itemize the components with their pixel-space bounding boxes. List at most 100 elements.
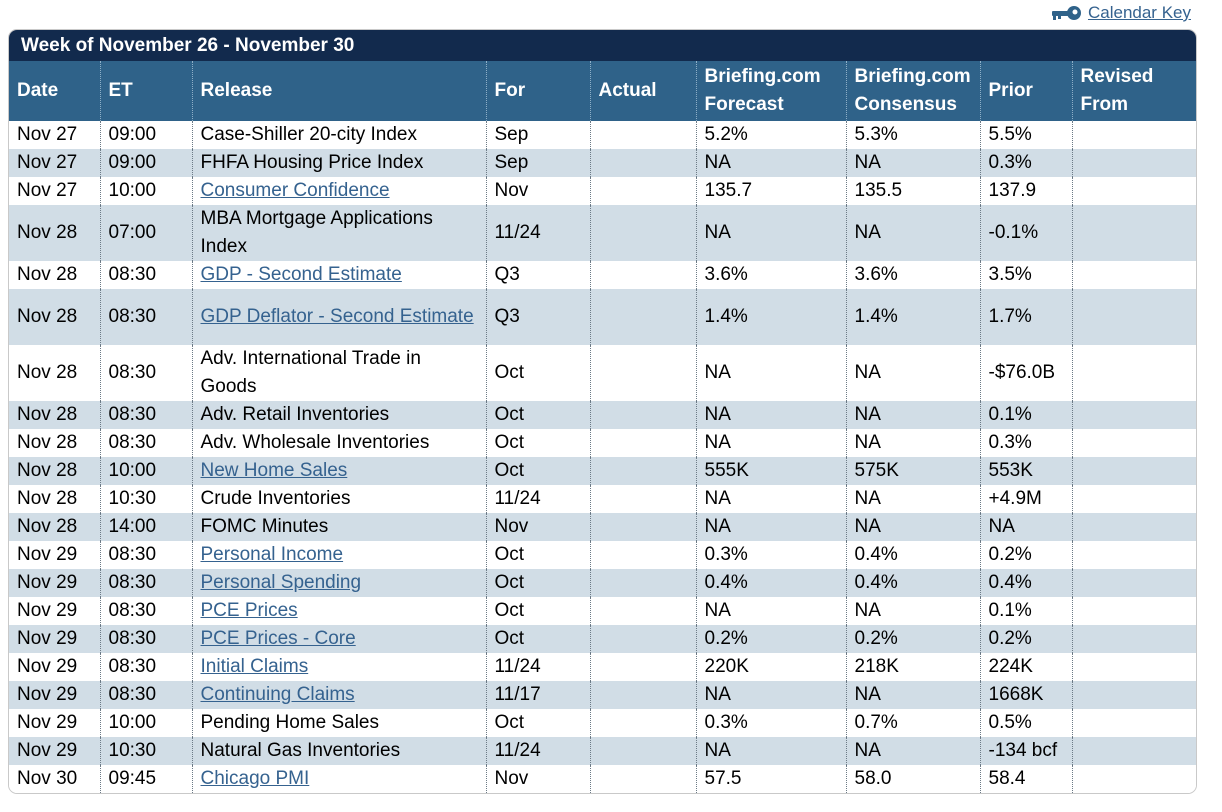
cell-consensus: NA (845, 485, 980, 513)
table-row: Nov 29 10:30 Natural Gas Inventories 11/24 N… (9, 737, 1196, 765)
cell-period: Oct (485, 457, 590, 485)
cell-time: 10:30 (99, 485, 192, 513)
cell-consensus: 575K (845, 457, 980, 485)
cell-revised-from (1071, 261, 1196, 289)
cell-prior: 137.9 (979, 177, 1072, 205)
cell-forecast: NA (695, 149, 846, 177)
cell-forecast: NA (695, 401, 846, 429)
cell-release: Personal Income (191, 541, 486, 569)
cell-period: Oct (485, 597, 590, 625)
calendar-key-link[interactable]: Calendar Key (1087, 3, 1191, 22)
table-row: Nov 27 09:00 FHFA Housing Price Index Sep NA… (9, 149, 1196, 177)
cell-date: Nov 29 (9, 709, 100, 737)
calendar-key-area: Calendar Key (1050, 0, 1191, 26)
release-link[interactable]: Chicago PMI (200, 768, 310, 789)
cell-actual (589, 765, 696, 793)
cell-actual (589, 177, 696, 205)
table-row: Nov 29 10:00 Pending Home Sales Oct 0.3% 0.7%… (9, 709, 1196, 737)
cell-consensus: 0.7% (845, 709, 980, 737)
cell-date: Nov 28 (9, 345, 100, 401)
column-header-forecast[interactable]: Briefing.com Forecast (695, 61, 846, 121)
cell-actual (589, 401, 696, 429)
cell-revised-from (1071, 541, 1196, 569)
cell-date: Nov 27 (9, 149, 100, 177)
cell-period: Oct (485, 625, 590, 653)
cell-prior: 0.2% (979, 625, 1072, 653)
column-header-prior[interactable]: Prior (979, 61, 1072, 121)
release-link[interactable]: Initial Claims (200, 656, 309, 677)
table-row: Nov 28 08:30 GDP Deflator - Second Estimat… (9, 289, 1196, 345)
release-link[interactable]: Personal Income (200, 544, 344, 565)
cell-time: 09:00 (99, 149, 192, 177)
table-header-row: Date ET Release For Actual Briefing.com … (9, 61, 1196, 121)
cell-prior: NA (979, 513, 1072, 541)
cell-date: Nov 28 (9, 289, 100, 345)
column-header-for[interactable]: For (485, 61, 590, 121)
cell-period: Oct (485, 541, 590, 569)
cell-revised-from (1071, 401, 1196, 429)
cell-time: 09:45 (99, 765, 192, 793)
cell-release: Initial Claims (191, 653, 486, 681)
release-link[interactable]: New Home Sales (200, 460, 348, 481)
cell-time: 08:30 (99, 261, 192, 289)
cell-prior: 3.5% (979, 261, 1072, 289)
table-row: Nov 28 08:30 GDP - Second Estimate Q3 3.6% 3.… (9, 261, 1196, 289)
release-link[interactable]: PCE Prices (200, 600, 298, 621)
column-header-consensus[interactable]: Briefing.com Consensus (845, 61, 980, 121)
cell-forecast: 220K (695, 653, 846, 681)
cell-actual (589, 597, 696, 625)
cell-release: Adv. Retail Inventories (191, 401, 486, 429)
release-link[interactable]: PCE Prices - Core (200, 628, 356, 649)
cell-forecast: 555K (695, 457, 846, 485)
cell-release: Consumer Confidence (191, 177, 486, 205)
cell-forecast: NA (695, 205, 846, 261)
column-header-et[interactable]: ET (99, 61, 192, 121)
cell-time: 08:30 (99, 653, 192, 681)
cell-time: 08:30 (99, 289, 192, 345)
cell-revised-from (1071, 205, 1196, 261)
release-link[interactable]: Consumer Confidence (200, 180, 390, 201)
column-header-release[interactable]: Release (191, 61, 486, 121)
cell-time: 08:30 (99, 625, 192, 653)
cell-consensus: NA (845, 345, 980, 401)
table-row: Nov 28 10:30 Crude Inventories 11/24 NA NA +4.… (9, 485, 1196, 513)
cell-time: 08:30 (99, 569, 192, 597)
cell-time: 08:30 (99, 681, 192, 709)
cell-actual (589, 737, 696, 765)
cell-date: Nov 28 (9, 205, 100, 261)
cell-time: 09:00 (99, 121, 192, 149)
cell-revised-from (1071, 289, 1196, 345)
column-header-revised-from[interactable]: Revised From (1071, 61, 1196, 121)
cell-revised-from (1071, 765, 1196, 793)
cell-release: MBA Mortgage Applications Index (191, 205, 486, 261)
cell-date: Nov 28 (9, 429, 100, 457)
cell-prior: -134 bcf (979, 737, 1072, 765)
cell-release: Chicago PMI (191, 765, 486, 793)
cell-actual (589, 653, 696, 681)
cell-forecast: 0.3% (695, 709, 846, 737)
cell-prior: 224K (979, 653, 1072, 681)
week-title: Week of November 26 - November 30 (9, 30, 1196, 61)
cell-actual (589, 261, 696, 289)
release-link[interactable]: Personal Spending (200, 572, 362, 593)
release-link[interactable]: Continuing Claims (200, 684, 355, 705)
table-row: Nov 28 08:30 Adv. Retail Inventories Oct NA N… (9, 401, 1196, 429)
table-row: Nov 29 08:30 Continuing Claims 11/17 NA NA 166… (9, 681, 1196, 709)
table-row: Nov 29 08:30 Personal Income Oct 0.3% 0.4% 0.2… (9, 541, 1196, 569)
cell-date: Nov 29 (9, 625, 100, 653)
cell-prior: 1.7% (979, 289, 1072, 345)
key-icon[interactable] (1050, 4, 1082, 22)
table-row: Nov 29 08:30 Initial Claims 11/24 220K 218K 22… (9, 653, 1196, 681)
cell-time: 08:30 (99, 597, 192, 625)
release-link[interactable]: GDP - Second Estimate (200, 264, 402, 285)
cell-forecast: NA (695, 513, 846, 541)
column-header-date[interactable]: Date (9, 61, 100, 121)
cell-consensus: 58.0 (845, 765, 980, 793)
cell-consensus: 3.6% (845, 261, 980, 289)
column-header-actual[interactable]: Actual (589, 61, 696, 121)
cell-time: 08:30 (99, 541, 192, 569)
cell-consensus: 1.4% (845, 289, 980, 345)
release-link[interactable]: GDP Deflator - Second Estimate (200, 306, 474, 327)
cell-date: Nov 27 (9, 177, 100, 205)
cell-release: Case-Shiller 20-city Index (191, 121, 486, 149)
